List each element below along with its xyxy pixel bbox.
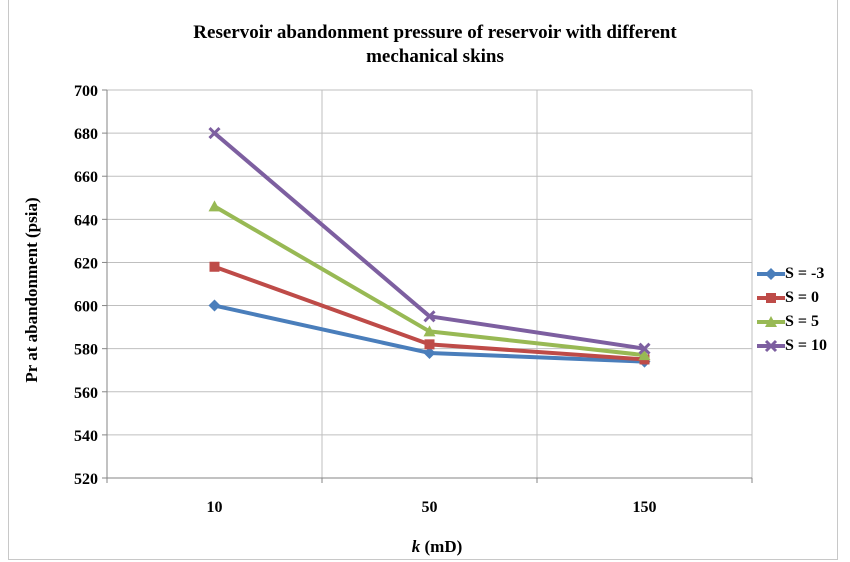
y-tick-label: 620 <box>74 255 98 272</box>
data-point <box>638 349 651 361</box>
data-point <box>423 325 436 337</box>
data-point <box>208 299 221 312</box>
y-tick-label: 560 <box>74 385 98 402</box>
legend-swatch-marker <box>765 268 777 280</box>
data-point <box>208 127 221 140</box>
y-tick-label: 540 <box>74 428 98 445</box>
legend-label: S = 0 <box>785 289 820 306</box>
chart-title-line-2: mechanical skins <box>366 46 504 67</box>
data-point <box>424 339 435 350</box>
data-point <box>423 310 436 323</box>
legend: S = -3 S = 0 S = 5 S = 10 <box>757 262 827 358</box>
data-point <box>423 346 436 359</box>
legend-label: S = 5 <box>785 313 820 330</box>
legend-item-3: S = 5 <box>757 310 827 334</box>
data-point <box>209 261 220 272</box>
x-axis-label: k (mD) <box>412 537 463 557</box>
data-point <box>208 200 221 212</box>
legend-swatch-marker <box>765 316 777 327</box>
chart-frame <box>8 0 838 560</box>
y-tick-label: 660 <box>74 169 98 186</box>
x-tick-label: 50 <box>422 499 438 516</box>
legend-swatch-marker <box>764 339 778 353</box>
legend-swatch <box>757 339 785 353</box>
y-tick-label: 680 <box>74 126 98 143</box>
chart-title-line-1: Reservoir abandonment pressure of reserv… <box>193 22 677 43</box>
y-tick-label: 700 <box>74 83 98 100</box>
x-axis-label-unit: (mD) <box>420 537 463 556</box>
legend-swatch-marker <box>766 293 776 303</box>
legend-label: S = 10 <box>785 337 828 354</box>
legend-item-4: S = 10 <box>757 334 827 358</box>
y-tick-label: 600 <box>74 299 98 316</box>
x-tick-label: 10 <box>207 499 223 516</box>
y-tick-label: 580 <box>74 342 98 359</box>
x-axis-label-variable: k <box>411 537 421 556</box>
x-tick-label: 150 <box>633 499 657 516</box>
y-tick-label: 520 <box>74 471 98 488</box>
y-tick-label: 640 <box>74 212 98 229</box>
legend-item-1: S = -3 <box>757 262 827 286</box>
legend-swatch <box>757 268 785 280</box>
data-point <box>638 342 651 355</box>
legend-swatch <box>757 316 785 327</box>
legend-swatch <box>757 293 785 303</box>
legend-label: S = -3 <box>785 265 825 282</box>
legend-item-2: S = 0 <box>757 286 827 310</box>
